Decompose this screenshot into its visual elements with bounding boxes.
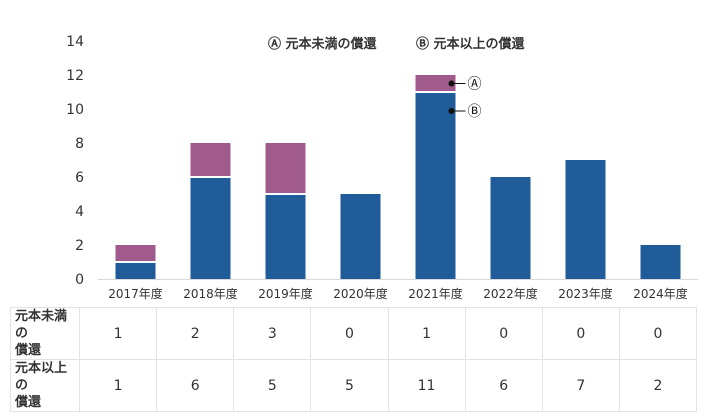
y-tick-label: 14 (66, 34, 84, 50)
table-cell: 3 (233, 307, 312, 360)
y-tick-label: 2 (75, 238, 84, 254)
bar-below-principal-2019年度 (265, 143, 306, 194)
bar-chart: 0 2 4 6 8 10 12 14 2017年度 2018年度 2019年度 2020年度 2021年… (66, 34, 698, 301)
y-tick-label: 6 (75, 170, 84, 186)
y-tick-label: 10 (66, 102, 84, 118)
bar-above-principal-2020年度 (340, 194, 381, 279)
row-header: 元本未満の 償還 (10, 307, 80, 360)
table-cell: 2 (618, 359, 698, 412)
y-tick-label: 0 (75, 272, 84, 288)
table-cell: 2 (156, 307, 235, 360)
x-tick-label: 2024年度 (633, 286, 688, 301)
bar-above-principal-2019年度 (265, 194, 306, 279)
row-header: 元本以上の 償還 (10, 359, 80, 412)
table-cell: 7 (541, 359, 620, 412)
table-cell: 5 (233, 359, 312, 412)
table-row-above-principal: 元本以上の 償還 1 6 5 5 11 6 7 2 (10, 359, 698, 412)
bar-above-principal-2021年度 (415, 92, 456, 279)
x-tick-label: 2023年度 (558, 286, 613, 301)
bar-below-principal-2018年度 (190, 143, 231, 177)
table-cell: 1 (387, 307, 466, 360)
data-table: 元本未満の 償還 1 2 3 0 1 0 0 0 元本以上の 償還 1 6 5 5 … (10, 307, 698, 412)
y-tick-label: 12 (66, 68, 84, 84)
bar-above-principal-2018年度 (190, 177, 231, 279)
table-cell: 0 (618, 307, 698, 360)
x-tick-label: 2021年度 (408, 286, 463, 301)
table-cell: 0 (541, 307, 620, 360)
bar-above-principal-2022年度 (490, 177, 531, 279)
x-tick-label: 2018年度 (183, 286, 238, 301)
table-cell: 1 (78, 307, 158, 360)
bar-below-principal-2017年度 (115, 245, 156, 262)
x-tick-label: 2019年度 (258, 286, 313, 301)
table-cell: 11 (387, 359, 466, 412)
legend-item-below-principal: Ⓐ 元本未満の償還 (268, 36, 378, 52)
table-cell: 1 (78, 359, 158, 412)
table-cell: 6 (464, 359, 543, 412)
callout-b-label: Ⓑ (468, 104, 482, 120)
bar-above-principal-2017年度 (115, 262, 156, 279)
table-cell: 5 (310, 359, 389, 412)
x-tick-label: 2017年度 (108, 286, 163, 301)
table-row-below-principal: 元本未満の 償還 1 2 3 0 1 0 0 0 (10, 307, 698, 360)
x-tick-label: 2020年度 (333, 286, 388, 301)
legend-item-above-principal: Ⓑ 元本以上の償還 (416, 36, 526, 52)
y-tick-label: 4 (75, 204, 84, 220)
table-cell: 0 (464, 307, 543, 360)
x-tick-label: 2022年度 (483, 286, 538, 301)
y-tick-label: 8 (75, 136, 84, 152)
bar-below-principal-2021年度 (415, 75, 456, 92)
bar-above-principal-2024年度 (640, 245, 681, 279)
table-cell: 6 (156, 359, 235, 412)
table-cell: 0 (310, 307, 389, 360)
bar-above-principal-2023年度 (565, 160, 606, 279)
callout-a-label: Ⓐ (468, 77, 482, 93)
